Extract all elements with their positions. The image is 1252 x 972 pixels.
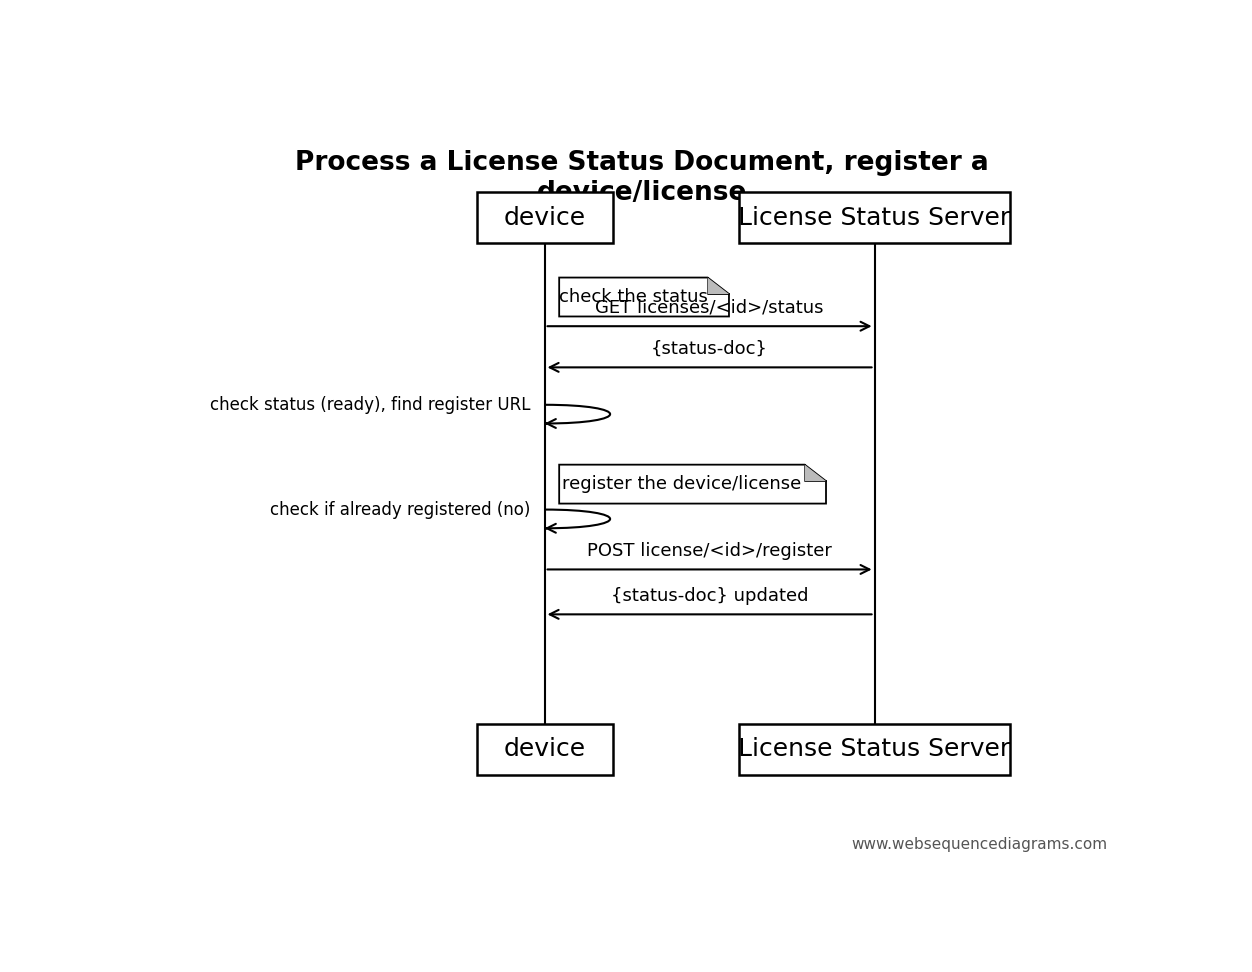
Text: GET licenses/<id>/status: GET licenses/<id>/status (595, 298, 824, 317)
Polygon shape (560, 465, 826, 503)
Text: register the device/license: register the device/license (562, 475, 801, 493)
Text: check status (ready), find register URL: check status (ready), find register URL (209, 396, 530, 414)
Text: {status-doc} updated: {status-doc} updated (611, 587, 809, 605)
Polygon shape (560, 278, 729, 317)
Text: check the status: check the status (558, 288, 707, 306)
Text: check if already registered (no): check if already registered (no) (269, 501, 530, 519)
Bar (739, 192, 1010, 243)
Polygon shape (805, 465, 826, 481)
Polygon shape (707, 278, 729, 294)
Text: License Status Server: License Status Server (739, 737, 1010, 761)
Bar (477, 192, 612, 243)
Bar (477, 723, 612, 775)
Text: {status-doc}: {status-doc} (651, 339, 767, 358)
Text: Process a License Status Document, register a
device/license: Process a License Status Document, regis… (294, 151, 989, 206)
Text: device: device (503, 206, 586, 229)
Bar (739, 723, 1010, 775)
Text: License Status Server: License Status Server (739, 206, 1010, 229)
Text: www.websequencediagrams.com: www.websequencediagrams.com (851, 837, 1107, 851)
Text: POST license/<id>/register: POST license/<id>/register (587, 541, 833, 560)
Text: device: device (503, 737, 586, 761)
